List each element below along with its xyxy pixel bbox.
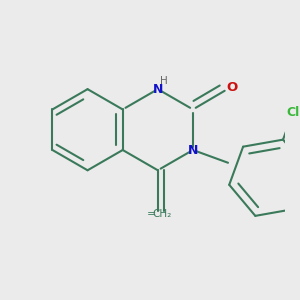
Text: N: N	[188, 143, 198, 157]
Text: O: O	[226, 81, 238, 94]
Text: =: =	[147, 209, 156, 219]
Text: CH₂: CH₂	[152, 209, 172, 219]
Text: Cl: Cl	[286, 106, 299, 119]
Text: N: N	[153, 83, 163, 96]
Text: H: H	[160, 76, 168, 86]
